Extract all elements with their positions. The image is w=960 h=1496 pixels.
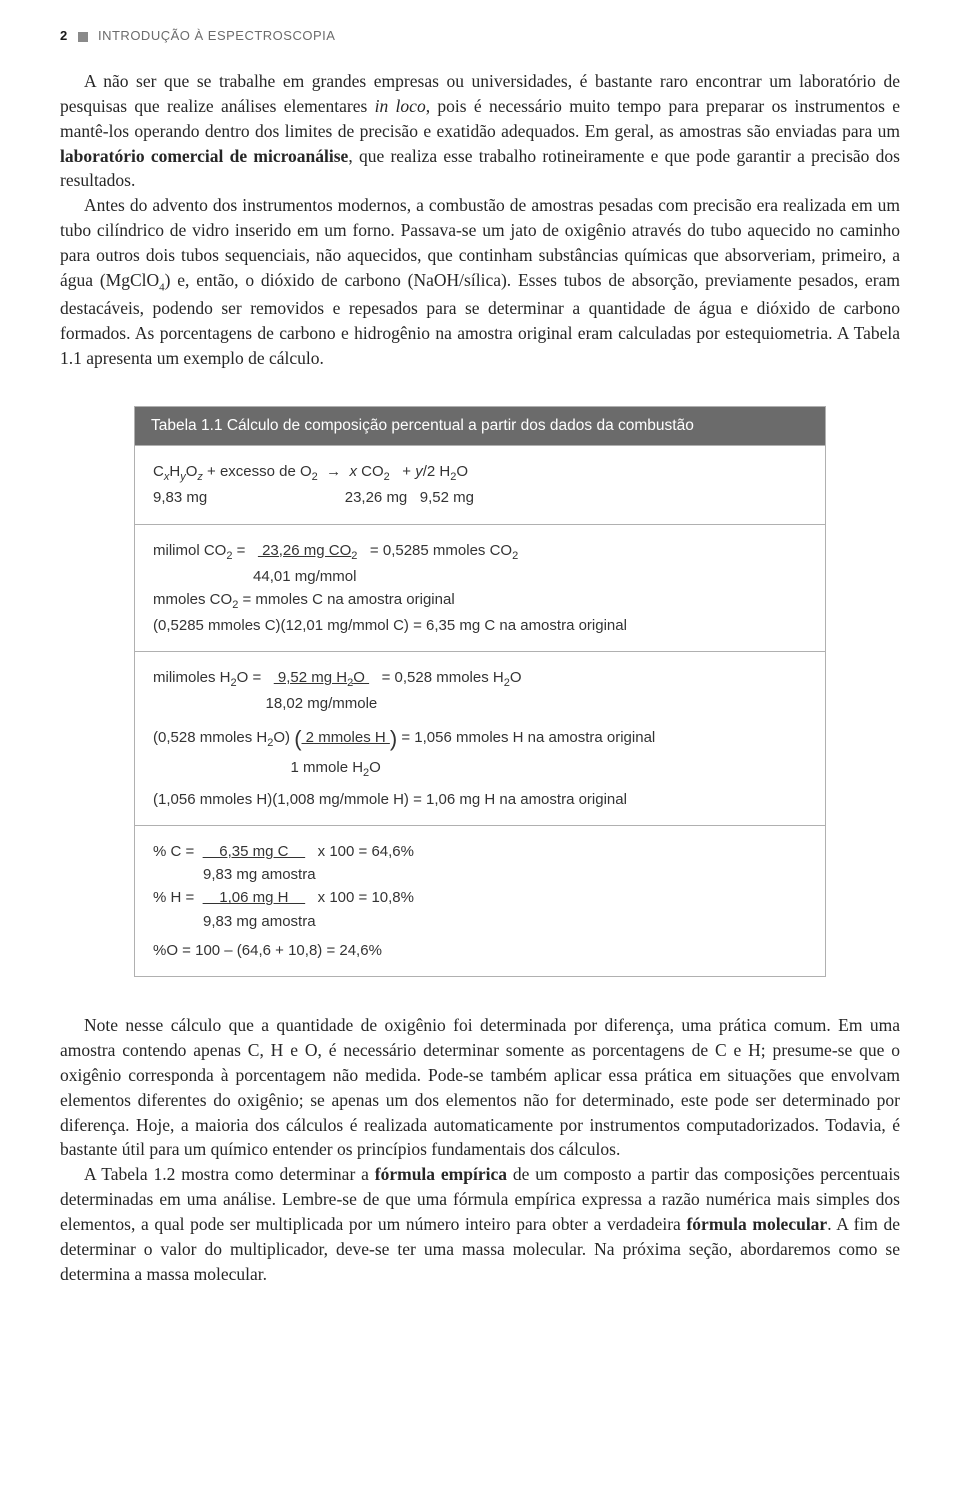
- co2-den: 44,01 mg/mmol: [253, 568, 356, 585]
- table-section-co2: milimol CO2 = 23,26 mg CO2 = 0,5285 mmol…: [135, 524, 825, 652]
- page: 2 INTRODUÇÃO À ESPECTROSCOPIA A não ser …: [0, 0, 960, 1327]
- reaction-masses: 9,83 mg 23,26 mg 9,52 mg: [153, 486, 807, 509]
- table-1-1: Tabela 1.1 Cálculo de composição percent…: [134, 406, 826, 977]
- header-title: INTRODUÇÃO À ESPECTROSCOPIA: [98, 28, 335, 43]
- h2o-calc-2: (0,528 mmoles H2O) ( 2 mmoles H ) = 1,05…: [153, 722, 807, 756]
- co2-calc-3: (0,5285 mmoles C)(12,01 mg/mmol C) = 6,3…: [153, 614, 807, 637]
- table-section-h2o: milimoles H2O = 9,52 mg H2O = 0,528 mmol…: [135, 651, 825, 825]
- page-header: 2 INTRODUÇÃO À ESPECTROSCOPIA: [60, 28, 900, 43]
- pct-h: % H = 1,06 mg H x 100 = 10,8%: [153, 886, 807, 909]
- body-text-bottom: Note nesse cálculo que a quantidade de o…: [60, 1013, 900, 1286]
- body-text-top: A não ser que se trabalhe em grandes emp…: [60, 69, 900, 370]
- paragraph-4: A Tabela 1.2 mostra como determinar a fó…: [60, 1162, 900, 1286]
- h2o-calc-3: (1,056 mmoles H)(1,008 mg/mmole H) = 1,0…: [153, 788, 807, 811]
- pct-h-den: 9,83 mg amostra: [153, 910, 807, 933]
- mass-h2o: 9,52 mg: [420, 489, 474, 506]
- table-title: Tabela 1.1 Cálculo de composição percent…: [135, 407, 825, 445]
- paragraph-2: Antes do advento dos instrumentos modern…: [60, 193, 900, 370]
- table-section-reaction: CxHyOz + excesso de O2 → x CO2 + y/2 H2O…: [135, 445, 825, 523]
- h2o-calc-2-den: 1 mmole H2O: [153, 756, 807, 782]
- reaction-line: CxHyOz + excesso de O2 → x CO2 + y/2 H2O: [153, 460, 807, 486]
- paragraph-3: Note nesse cálculo que a quantidade de o…: [60, 1013, 900, 1162]
- pct-c-den-text: 9,83 mg amostra: [203, 866, 316, 883]
- h2o-den: 18,02 mg/mmole: [266, 695, 378, 712]
- pct-o: %O = 100 – (64,6 + 10,8) = 24,6%: [153, 939, 807, 962]
- pct-c-den: 9,83 mg amostra: [153, 863, 807, 886]
- co2-calc-1: milimol CO2 = 23,26 mg CO2 = 0,5285 mmol…: [153, 539, 807, 565]
- co2-calc-den: 44,01 mg/mmol: [153, 565, 807, 588]
- co2-calc-2: mmoles CO2 = mmoles C na amostra origina…: [153, 588, 807, 614]
- mass-co2: 23,26 mg: [345, 489, 408, 506]
- paragraph-1: A não ser que se trabalhe em grandes emp…: [60, 69, 900, 193]
- table-section-percent: % C = 6,35 mg C x 100 = 64,6% 9,83 mg am…: [135, 825, 825, 976]
- pct-h-den-text: 9,83 mg amostra: [203, 913, 316, 930]
- mass-sample: 9,83 mg: [153, 489, 207, 506]
- header-square-icon: [78, 32, 88, 42]
- pct-c: % C = 6,35 mg C x 100 = 64,6%: [153, 840, 807, 863]
- page-number: 2: [60, 28, 68, 43]
- h2o-calc-1: milimoles H2O = 9,52 mg H2O = 0,528 mmol…: [153, 666, 807, 692]
- h2o-calc-den: 18,02 mg/mmole: [153, 692, 807, 715]
